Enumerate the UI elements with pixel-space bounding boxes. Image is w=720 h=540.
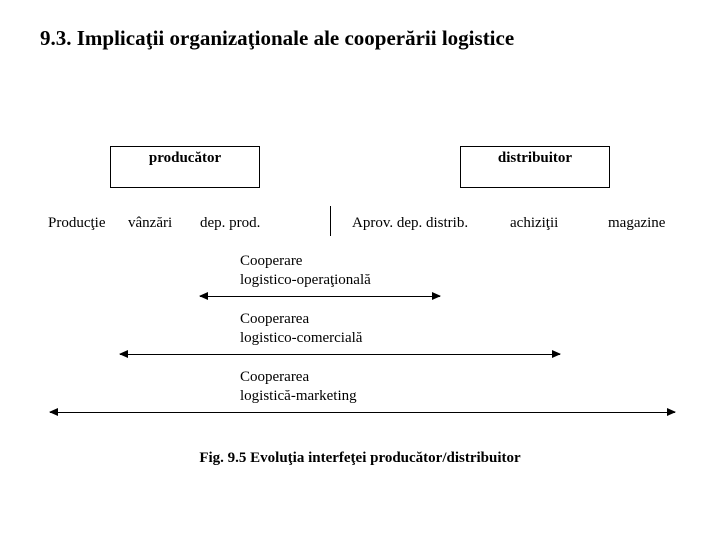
distributor-box: distribuitor [460,146,610,188]
coop-arrow-1 [200,296,440,297]
figure-caption: Fig. 9.5 Evoluţia interfeţei producător/… [0,450,720,467]
label-dep-prod: dep. prod. [200,215,260,232]
producer-box: producător [110,146,260,188]
coop-label-3-line2: logistică-marketing [240,388,357,404]
section-heading: 9.3. Implicaţii organizaţionale ale coop… [40,26,680,51]
coop-label-1: Cooperare logistico-operaţională [240,252,371,290]
coop-label-3: Cooperarea logistică-marketing [240,368,357,406]
coop-label-2: Cooperarea logistico-comercială [240,310,362,348]
coop-label-2-line1: Cooperarea [240,311,309,327]
label-aprov-dep-distrib: Aprov. dep. distrib. [352,215,468,232]
coop-arrow-2 [120,354,560,355]
label-achizitii: achiziţii [510,215,558,232]
label-productie: Producţie [48,215,106,232]
vertical-separator [330,206,331,236]
coop-label-2-line2: logistico-comercială [240,330,362,346]
coop-label-1-line1: Cooperare [240,253,302,269]
producer-box-label: producător [149,150,221,166]
label-vanzari: vânzări [128,215,172,232]
coop-label-1-line2: logistico-operaţională [240,272,371,288]
coop-label-3-line1: Cooperarea [240,369,309,385]
label-magazine: magazine [608,215,665,232]
coop-arrow-3 [50,412,675,413]
distributor-box-label: distribuitor [498,150,572,166]
